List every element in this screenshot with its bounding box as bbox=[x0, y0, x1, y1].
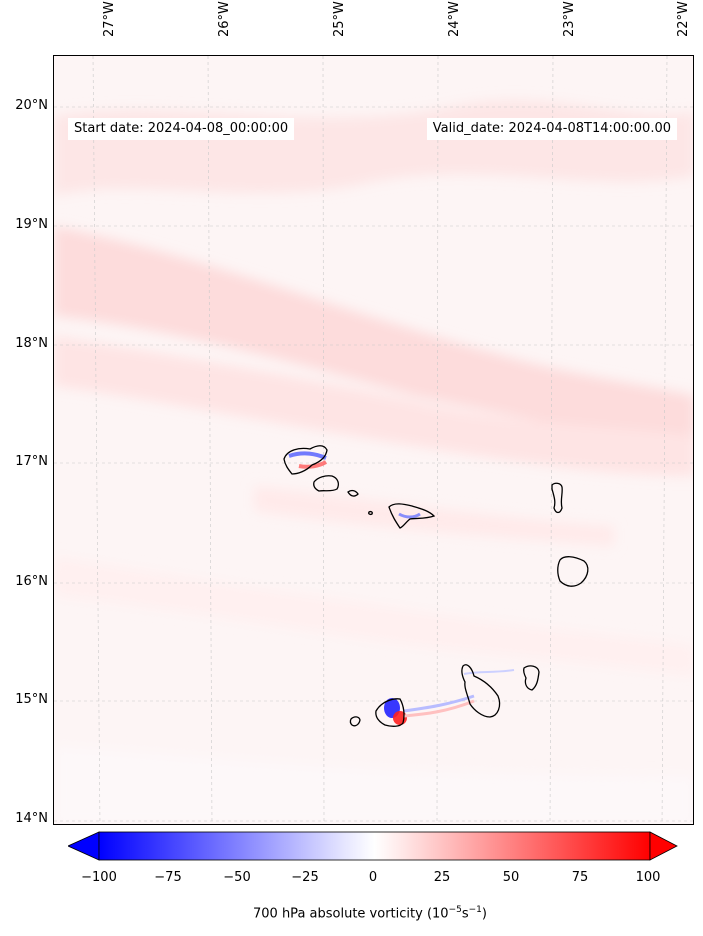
colorbar-tick: 50 bbox=[502, 870, 520, 885]
lon-label-26w: 26°W bbox=[217, 1, 232, 37]
lat-label-19n: 19°N bbox=[15, 217, 48, 232]
colorbar-max-arrow bbox=[649, 831, 678, 861]
lon-label-24w: 24°W bbox=[447, 1, 462, 37]
lat-label-18n: 18°N bbox=[15, 336, 48, 351]
colorbar-min-arrow bbox=[67, 831, 100, 861]
vorticity-bands bbox=[54, 100, 693, 824]
colorbar-tick: 75 bbox=[571, 870, 589, 885]
lon-label-25w: 25°W bbox=[332, 1, 347, 37]
lon-label-23w: 23°W bbox=[562, 1, 577, 37]
colorbar-tick: −75 bbox=[154, 870, 182, 885]
colorbar bbox=[67, 830, 678, 862]
island-raso bbox=[368, 510, 373, 516]
lat-label-14n: 14°N bbox=[15, 811, 48, 826]
colorbar-label: 700 hPa absolute vorticity (10−5s−1) bbox=[253, 905, 487, 922]
colorbar-graphic bbox=[67, 831, 678, 861]
island-sao-nicolau bbox=[388, 503, 436, 529]
start-date-label: Start date: 2024-04-08_00:00:00 bbox=[68, 118, 295, 140]
colorbar-gradient bbox=[98, 831, 651, 861]
vorticity-field bbox=[54, 56, 693, 824]
lon-label-22w: 22°W bbox=[676, 1, 691, 37]
lat-label-20n: 20°N bbox=[15, 98, 48, 113]
graticule bbox=[54, 56, 693, 824]
island-fogo bbox=[375, 698, 405, 727]
island-sal bbox=[551, 482, 563, 514]
colorbar-tick: 0 bbox=[368, 870, 378, 885]
colorbar-tick: −50 bbox=[223, 870, 251, 885]
island-brava bbox=[349, 716, 361, 727]
island-santo-antao bbox=[283, 445, 328, 475]
valid-date-label: Valid_date: 2024-04-08T14:00:00.00 bbox=[426, 118, 677, 140]
colorbar-tick: −100 bbox=[81, 870, 117, 885]
colorbar-tick: 25 bbox=[433, 870, 451, 885]
lat-label-15n: 15°N bbox=[15, 692, 48, 707]
island-maio bbox=[522, 665, 540, 691]
colorbar-tick: −25 bbox=[291, 870, 319, 885]
lon-label-27w: 27°W bbox=[102, 1, 117, 37]
coastlines bbox=[283, 445, 589, 727]
map-panel[interactable]: Start date: 2024-04-08_00:00:00 Valid_da… bbox=[53, 55, 694, 825]
island-boa-vista bbox=[557, 556, 589, 587]
lat-label-17n: 17°N bbox=[15, 454, 48, 469]
colorbar-tick: 100 bbox=[635, 870, 661, 885]
island-sao-vicente bbox=[313, 475, 339, 492]
island-santiago bbox=[461, 664, 501, 718]
island-santa-luzia bbox=[347, 489, 359, 497]
lat-label-16n: 16°N bbox=[15, 574, 48, 589]
